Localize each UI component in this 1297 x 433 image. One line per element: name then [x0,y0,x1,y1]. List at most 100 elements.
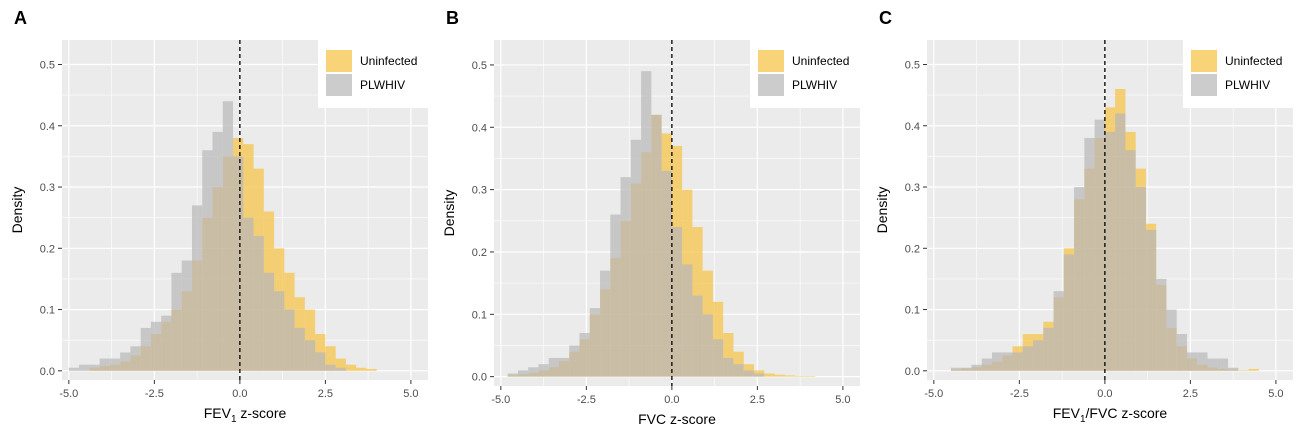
histogram-bar [1012,352,1023,371]
legend-label-uninfected: Uninfected [792,54,849,68]
histogram-bar [558,357,570,377]
histogram-bar [99,358,110,371]
histogram-bar [1125,150,1136,371]
y-tick-label: 0.3 [472,185,487,197]
histogram-bar [764,373,775,377]
histogram-bar [1145,229,1157,371]
legend: Uninfected PLWHIV [750,40,860,108]
histogram-bar [274,291,285,371]
legend-key-plwhiv [758,74,784,96]
histogram-bar [1238,370,1249,371]
y-tick-label: 0.2 [40,243,55,255]
series-plwhiv [950,113,1239,371]
histogram-bar [1248,368,1259,371]
histogram-bar [702,314,713,377]
legend-key-uninfected [326,50,352,72]
histogram-bar [589,308,601,377]
histogram-bar [1156,278,1167,371]
x-tick-label: 2.5 [1183,388,1198,400]
histogram-bar [130,346,141,371]
y-axis-title: Density [441,190,457,237]
histogram-bar [630,139,642,377]
y-tick-label: 0.1 [905,305,920,317]
x-axis-title: FEV1/FVC z-score [1053,405,1168,425]
y-tick-label: 0.0 [40,366,55,378]
histogram-bar [89,364,100,371]
chart-panel-c: Uninfected PLWHIV -5.0 -2.5 0.0 2.5 5.0 0.0 0.1 0… [865,0,1297,433]
histogram-bar [1084,138,1095,371]
histogram-bar [507,373,518,377]
legend-key-plwhiv [326,74,352,96]
legend-label-uninfected: Uninfected [1225,54,1282,68]
legend: Uninfected PLWHIV [318,40,428,108]
histogram-bar [345,364,357,371]
histogram-bar [579,333,590,377]
histogram-bar [692,295,703,377]
y-tick-label: 0.5 [905,60,920,72]
histogram-bar [1186,352,1198,371]
histogram-bar [1197,352,1208,371]
histogram-bar [641,71,652,377]
histogram-bar [981,358,992,371]
y-tick-label: 0.4 [40,121,55,133]
histogram-bar [1115,113,1126,371]
panel-letter: C [879,8,892,28]
histogram-bar [233,156,244,371]
histogram-fev1: Uninfected PLWHIV -5.0 -2.5 0.0 2.5 5.0 0.0 0.1 0… [9,8,428,425]
x-tick-label: -5.0 [491,394,510,406]
y-tick-label: 0.4 [472,122,487,134]
legend-label-plwhiv: PLWHIV [360,78,405,92]
histogram-bar [325,364,336,371]
y-tick-label: 0.0 [905,366,920,378]
series-plwhiv [68,101,346,371]
histogram-bar [1104,131,1116,371]
histogram-bar [140,327,151,371]
x-tick-label: 5.0 [1268,388,1283,400]
histogram-bar [253,236,264,371]
histogram-bar [991,352,1003,371]
histogram-bar [774,374,785,377]
histogram-bar [1043,327,1054,371]
histogram-bar [784,375,796,377]
histogram-fev1-fvc: Uninfected PLWHIV -5.0 -2.5 0.0 2.5 5.0 0.0 0.1 0… [874,8,1293,425]
histogram-fvc: Uninfected PLWHIV -5.0 -2.5 0.0 2.5 5.0 0.0 0.1 0… [441,8,860,427]
histogram-bar [1033,340,1044,371]
histogram-bar [222,101,234,371]
histogram-bar [1176,334,1187,371]
histogram-bar [1053,291,1064,371]
histogram-bar [805,376,816,377]
legend-key-plwhiv [1191,74,1217,96]
histogram-bar [263,272,275,371]
y-tick-label: 0.3 [40,182,55,194]
histogram-bar [335,358,346,371]
histogram-bar [150,321,162,371]
histogram-bar [548,357,559,377]
x-tick-label: 2.5 [318,388,333,400]
histogram-bar [304,340,316,371]
legend-label-uninfected: Uninfected [360,54,417,68]
histogram-bar [79,364,90,371]
x-tick-label: 2.5 [750,394,765,406]
histogram-bar [517,370,529,377]
histogram-bar [366,368,377,371]
histogram-bar [181,260,192,371]
histogram-bar [284,309,295,371]
histogram-bar [671,227,683,377]
panel-letter: A [14,8,27,28]
histogram-bar [610,214,621,377]
legend-label-plwhiv: PLWHIV [792,78,837,92]
histogram-bar [620,177,631,377]
histogram-bar [1135,187,1146,371]
histogram-bar [712,301,724,377]
histogram-bar [212,131,223,371]
histogram-bar [1074,187,1085,371]
x-tick-label: 0.0 [664,394,679,406]
histogram-bar [1022,346,1034,371]
x-axis-title: FEV1 z-score [204,405,287,425]
histogram-bar [335,367,346,371]
histogram-bar [243,217,254,371]
y-tick-label: 0.5 [40,60,55,72]
histogram-bar [723,333,734,377]
y-tick-label: 0.1 [472,309,487,321]
chart-panel-b: Uninfected PLWHIV -5.0 -2.5 0.0 2.5 5.0 0.0 0.1 0… [432,0,864,433]
